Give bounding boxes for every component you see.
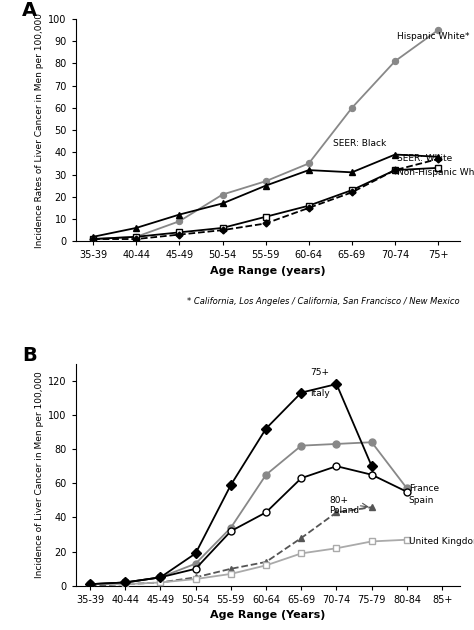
Text: Italy: Italy — [310, 389, 330, 398]
Text: A: A — [22, 1, 37, 20]
Text: Spain: Spain — [409, 496, 434, 505]
Text: Hispanic White*: Hispanic White* — [397, 32, 470, 41]
Text: B: B — [22, 346, 37, 365]
X-axis label: Age Range (Years): Age Range (Years) — [210, 610, 326, 621]
Text: France: France — [409, 484, 439, 493]
Text: * California, Los Angeles / California, San Francisco / New Mexico: * California, Los Angeles / California, … — [187, 297, 460, 306]
Text: United Kingdom: United Kingdom — [409, 537, 474, 546]
Text: 80+: 80+ — [329, 496, 348, 505]
Text: Poland: Poland — [329, 506, 360, 515]
Text: 75+: 75+ — [310, 368, 329, 377]
Text: SEER: White: SEER: White — [397, 154, 453, 163]
Text: Non-Hispanic White*: Non-Hispanic White* — [397, 168, 474, 177]
Text: SEER: Black: SEER: Black — [333, 139, 386, 148]
X-axis label: Age Range (years): Age Range (years) — [210, 266, 326, 276]
Y-axis label: Incidence Rates of Liver Cancer in Men per 100,000: Incidence Rates of Liver Cancer in Men p… — [35, 13, 44, 248]
Y-axis label: Incidence of Liver Cancer in Men per 100,000: Incidence of Liver Cancer in Men per 100… — [35, 371, 44, 578]
